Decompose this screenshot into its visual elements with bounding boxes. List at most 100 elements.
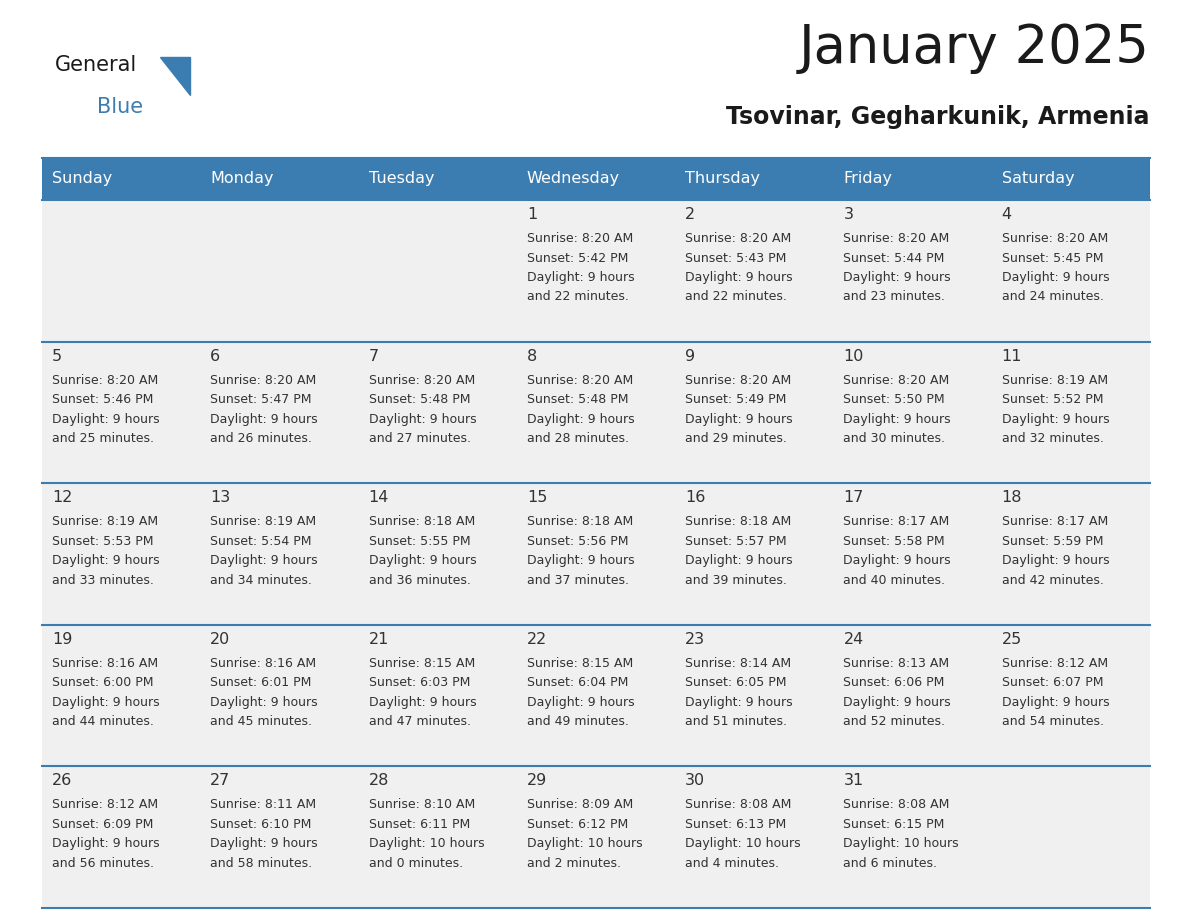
- Bar: [675, 341, 834, 483]
- Bar: [992, 341, 1150, 483]
- Text: Sunset: 6:11 PM: Sunset: 6:11 PM: [368, 818, 469, 831]
- Text: and 45 minutes.: and 45 minutes.: [210, 715, 312, 728]
- Text: Sunrise: 8:20 AM: Sunrise: 8:20 AM: [685, 232, 791, 245]
- Bar: [42, 625, 201, 767]
- Text: Sunset: 5:44 PM: Sunset: 5:44 PM: [843, 252, 944, 264]
- Text: and 24 minutes.: and 24 minutes.: [1001, 290, 1104, 304]
- Bar: [201, 200, 359, 341]
- Text: Monday: Monday: [210, 172, 273, 186]
- Text: 3: 3: [843, 207, 853, 222]
- Text: Sunset: 6:10 PM: Sunset: 6:10 PM: [210, 818, 311, 831]
- Text: Daylight: 9 hours: Daylight: 9 hours: [52, 554, 159, 567]
- Text: Daylight: 9 hours: Daylight: 9 hours: [685, 554, 792, 567]
- Text: Sunrise: 8:15 AM: Sunrise: 8:15 AM: [368, 656, 475, 670]
- Bar: [834, 767, 992, 908]
- Bar: [42, 483, 201, 625]
- Bar: [359, 200, 517, 341]
- Text: 17: 17: [843, 490, 864, 505]
- Text: Sunrise: 8:18 AM: Sunrise: 8:18 AM: [526, 515, 633, 528]
- Bar: [992, 158, 1150, 200]
- Text: 29: 29: [526, 773, 548, 789]
- Text: Blue: Blue: [97, 97, 143, 117]
- Bar: [992, 483, 1150, 625]
- Bar: [834, 200, 992, 341]
- Text: 31: 31: [843, 773, 864, 789]
- Text: and 52 minutes.: and 52 minutes.: [843, 715, 946, 728]
- Text: Daylight: 10 hours: Daylight: 10 hours: [685, 837, 801, 850]
- Text: and 49 minutes.: and 49 minutes.: [526, 715, 628, 728]
- Text: Sunset: 5:56 PM: Sunset: 5:56 PM: [526, 534, 628, 548]
- Text: Sunset: 6:06 PM: Sunset: 6:06 PM: [843, 677, 944, 689]
- Bar: [834, 483, 992, 625]
- Text: 1: 1: [526, 207, 537, 222]
- Text: and 29 minutes.: and 29 minutes.: [685, 432, 786, 445]
- Text: Sunset: 5:42 PM: Sunset: 5:42 PM: [526, 252, 628, 264]
- Bar: [517, 767, 675, 908]
- Text: 7: 7: [368, 349, 379, 364]
- Text: Daylight: 9 hours: Daylight: 9 hours: [1001, 271, 1110, 284]
- Bar: [834, 341, 992, 483]
- Text: Sunset: 6:03 PM: Sunset: 6:03 PM: [368, 677, 470, 689]
- Text: Sunset: 6:00 PM: Sunset: 6:00 PM: [52, 677, 153, 689]
- Text: Daylight: 9 hours: Daylight: 9 hours: [685, 271, 792, 284]
- Text: Sunrise: 8:20 AM: Sunrise: 8:20 AM: [685, 374, 791, 386]
- Text: and 47 minutes.: and 47 minutes.: [368, 715, 470, 728]
- Polygon shape: [160, 57, 190, 95]
- Text: Daylight: 9 hours: Daylight: 9 hours: [843, 696, 952, 709]
- Bar: [834, 158, 992, 200]
- Text: and 26 minutes.: and 26 minutes.: [210, 432, 312, 445]
- Text: Daylight: 10 hours: Daylight: 10 hours: [843, 837, 959, 850]
- Text: and 25 minutes.: and 25 minutes.: [52, 432, 154, 445]
- Text: 20: 20: [210, 632, 230, 647]
- Text: and 4 minutes.: and 4 minutes.: [685, 856, 779, 870]
- Text: Sunrise: 8:11 AM: Sunrise: 8:11 AM: [210, 799, 316, 812]
- Text: Sunset: 6:07 PM: Sunset: 6:07 PM: [1001, 677, 1104, 689]
- Text: Sunset: 5:48 PM: Sunset: 5:48 PM: [526, 393, 628, 406]
- Text: 12: 12: [52, 490, 72, 505]
- Text: Sunset: 5:54 PM: Sunset: 5:54 PM: [210, 534, 311, 548]
- Bar: [42, 767, 201, 908]
- Text: Sunset: 5:53 PM: Sunset: 5:53 PM: [52, 534, 153, 548]
- Text: January 2025: January 2025: [800, 22, 1150, 74]
- Text: Daylight: 9 hours: Daylight: 9 hours: [210, 412, 318, 426]
- Bar: [517, 200, 675, 341]
- Text: and 40 minutes.: and 40 minutes.: [843, 574, 946, 587]
- Text: 5: 5: [52, 349, 62, 364]
- Text: and 0 minutes.: and 0 minutes.: [368, 856, 462, 870]
- Text: 30: 30: [685, 773, 706, 789]
- Text: Sunrise: 8:08 AM: Sunrise: 8:08 AM: [843, 799, 949, 812]
- Text: 27: 27: [210, 773, 230, 789]
- Text: General: General: [55, 55, 138, 75]
- Text: Sunrise: 8:12 AM: Sunrise: 8:12 AM: [1001, 656, 1108, 670]
- Text: 15: 15: [526, 490, 548, 505]
- Text: Daylight: 9 hours: Daylight: 9 hours: [210, 554, 318, 567]
- Text: Sunrise: 8:20 AM: Sunrise: 8:20 AM: [843, 374, 949, 386]
- Text: Tuesday: Tuesday: [368, 172, 434, 186]
- Text: Sunset: 5:49 PM: Sunset: 5:49 PM: [685, 393, 786, 406]
- Text: Sunrise: 8:16 AM: Sunrise: 8:16 AM: [210, 656, 316, 670]
- Text: and 56 minutes.: and 56 minutes.: [52, 856, 154, 870]
- Text: Sunset: 5:57 PM: Sunset: 5:57 PM: [685, 534, 786, 548]
- Text: and 51 minutes.: and 51 minutes.: [685, 715, 788, 728]
- Bar: [517, 158, 675, 200]
- Bar: [359, 625, 517, 767]
- Bar: [675, 158, 834, 200]
- Text: and 58 minutes.: and 58 minutes.: [210, 856, 312, 870]
- Text: Tsovinar, Gegharkunik, Armenia: Tsovinar, Gegharkunik, Armenia: [727, 105, 1150, 129]
- Text: Sunset: 5:50 PM: Sunset: 5:50 PM: [843, 393, 944, 406]
- Text: and 22 minutes.: and 22 minutes.: [526, 290, 628, 304]
- Text: and 33 minutes.: and 33 minutes.: [52, 574, 154, 587]
- Text: 6: 6: [210, 349, 221, 364]
- Bar: [675, 200, 834, 341]
- Text: Sunset: 5:43 PM: Sunset: 5:43 PM: [685, 252, 786, 264]
- Text: Sunset: 6:09 PM: Sunset: 6:09 PM: [52, 818, 153, 831]
- Text: Sunset: 6:04 PM: Sunset: 6:04 PM: [526, 677, 628, 689]
- Text: 26: 26: [52, 773, 72, 789]
- Text: Sunrise: 8:08 AM: Sunrise: 8:08 AM: [685, 799, 791, 812]
- Bar: [359, 767, 517, 908]
- Text: Daylight: 9 hours: Daylight: 9 hours: [52, 837, 159, 850]
- Text: Daylight: 9 hours: Daylight: 9 hours: [685, 696, 792, 709]
- Bar: [42, 341, 201, 483]
- Bar: [992, 625, 1150, 767]
- Text: Daylight: 9 hours: Daylight: 9 hours: [526, 696, 634, 709]
